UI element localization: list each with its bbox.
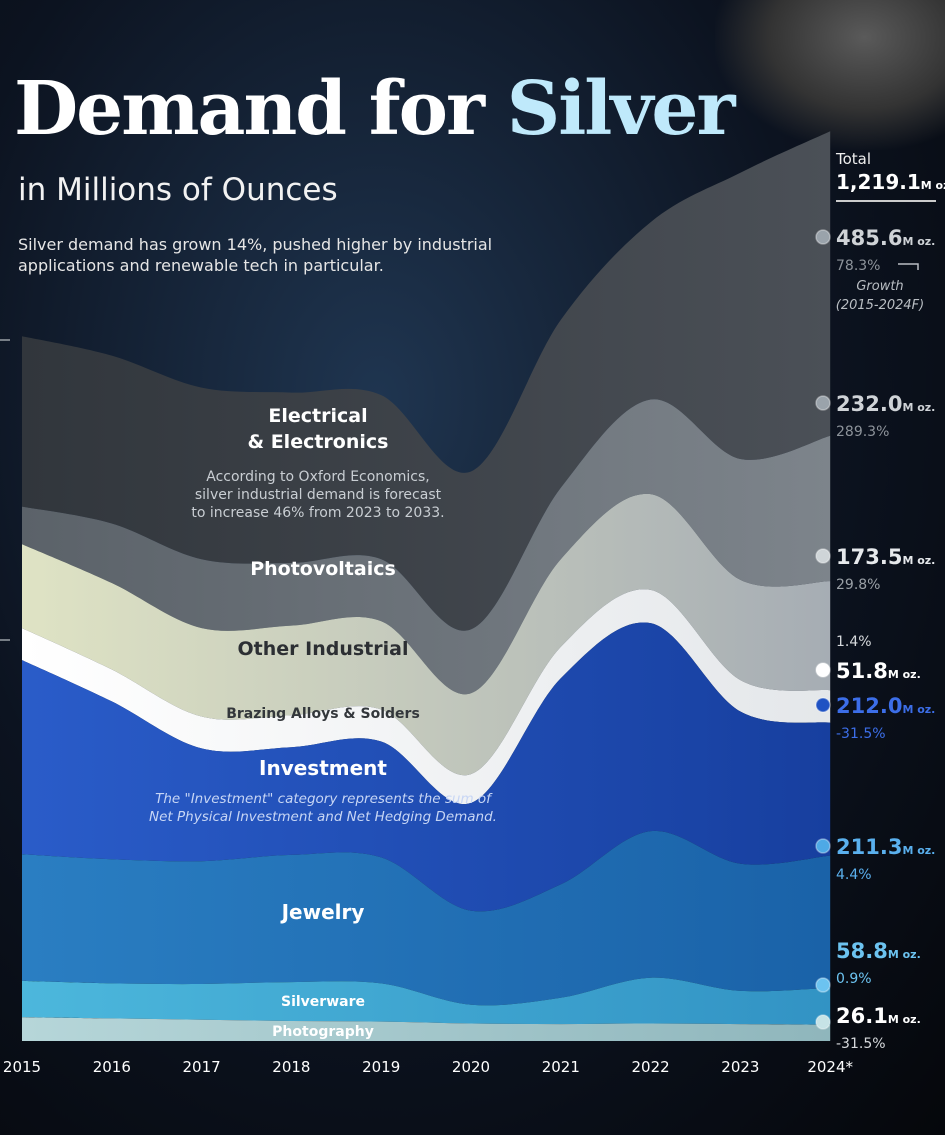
endpoint-dot-silverware xyxy=(815,977,831,993)
label-photovoltaics: Photovoltaics xyxy=(250,558,396,580)
label-brazing: Brazing Alloys & Solders xyxy=(226,706,420,722)
total-block: Total 1,219.1M oz. xyxy=(836,150,945,202)
x-tick-2017: 2017 xyxy=(183,1058,221,1076)
x-tick-2023: 2023 xyxy=(721,1058,759,1076)
unit-jewelry: M oz. xyxy=(902,844,935,857)
x-tick-2015: 2015 xyxy=(3,1058,41,1076)
area-photovoltaics xyxy=(22,399,831,695)
growth-brazing: 1.4% xyxy=(836,634,872,650)
endpoint-dot-brazing xyxy=(815,662,831,678)
growth-bracket xyxy=(898,263,919,270)
endpoint-dot-electrical xyxy=(815,229,831,245)
unit-photovoltaics: M oz. xyxy=(902,401,935,414)
endpoint-dot-jewelry xyxy=(815,838,831,854)
silver-ore-image xyxy=(715,0,945,150)
endpoint-dot-other_industrial xyxy=(815,548,831,564)
total-unit: M oz. xyxy=(920,179,945,192)
growth-electrical: 78.3% xyxy=(836,258,880,274)
x-tick-2018: 2018 xyxy=(272,1058,310,1076)
page-description: Silver demand has grown 14%, pushed high… xyxy=(18,235,493,275)
unit-photography: M oz. xyxy=(888,1013,921,1026)
area-brazing xyxy=(22,589,831,805)
x-tick-2021: 2021 xyxy=(542,1058,580,1076)
endpoint-dot-photography xyxy=(815,1014,831,1030)
growth-jewelry: 4.4% xyxy=(836,867,872,883)
endpoint-dot-investment xyxy=(815,697,831,713)
label-electrical-line1: Electrical xyxy=(268,405,367,427)
value-photography: 26.1M oz. xyxy=(836,1004,921,1028)
total-value: 1,219.1M oz. xyxy=(836,170,945,194)
annotation-electrical-3: to increase 46% from 2023 to 2033. xyxy=(191,505,444,521)
growth-other_industrial: 29.8% xyxy=(836,577,880,593)
area-silverware xyxy=(22,977,831,1025)
unit-other_industrial: M oz. xyxy=(902,554,935,567)
value-brazing: 51.8M oz. xyxy=(836,659,921,683)
label-jewelry: Jewelry xyxy=(280,900,365,924)
unit-brazing: M oz. xyxy=(888,668,921,681)
label-investment: Investment xyxy=(259,756,387,780)
annotation-electrical-1: According to Oxford Economics, xyxy=(206,469,429,485)
unit-silverware: M oz. xyxy=(888,948,921,961)
growth-silverware: 0.9% xyxy=(836,971,872,987)
title-highlight: Silver xyxy=(506,66,736,152)
annotation-electrical-2: silver industrial demand is forecast xyxy=(195,487,442,503)
area-electrical xyxy=(22,131,831,631)
label-other_industrial: Other Industrial xyxy=(238,638,409,660)
growth-photovoltaics: 289.3% xyxy=(836,424,889,440)
label-photography: Photography xyxy=(272,1024,374,1040)
title-main: Demand for xyxy=(14,66,507,152)
page-title: Demand for Silver xyxy=(14,72,735,146)
total-label: Total xyxy=(836,150,872,168)
x-tick-2016: 2016 xyxy=(93,1058,131,1076)
annotation-investment-1: The "Investment" category represents the… xyxy=(155,791,493,807)
label-electrical-line2: & Electronics xyxy=(248,431,389,453)
value-jewelry: 211.3M oz. xyxy=(836,835,935,859)
x-tick-2019: 2019 xyxy=(362,1058,400,1076)
endpoint-dot-photovoltaics xyxy=(815,395,831,411)
value-silverware: 58.8M oz. xyxy=(836,939,921,963)
value-other_industrial: 173.5M oz. xyxy=(836,545,935,569)
area-investment xyxy=(22,622,831,912)
area-other_industrial xyxy=(22,493,831,776)
label-silverware: Silverware xyxy=(281,994,365,1010)
unit-electrical: M oz. xyxy=(902,235,935,248)
area-jewelry xyxy=(22,830,831,1006)
page-subtitle: in Millions of Ounces xyxy=(18,172,338,208)
value-photovoltaics: 232.0M oz. xyxy=(836,392,935,416)
growth-label-line1: Growth xyxy=(856,279,903,294)
total-divider xyxy=(836,200,936,202)
growth-label-line2: (2015-2024F) xyxy=(836,298,924,313)
value-investment: 212.0M oz. xyxy=(836,694,935,718)
growth-photography: -31.5% xyxy=(836,1036,886,1052)
x-tick-2022: 2022 xyxy=(632,1058,670,1076)
area-photography xyxy=(22,1017,831,1041)
x-tick-2020: 2020 xyxy=(452,1058,490,1076)
chart-layers xyxy=(22,131,831,1041)
value-electrical: 485.6M oz. xyxy=(836,226,935,250)
annotation-investment-2: Net Physical Investment and Net Hedging … xyxy=(149,809,497,825)
total-number: 1,219.1 xyxy=(836,170,921,194)
unit-investment: M oz. xyxy=(902,703,935,716)
growth-investment: -31.5% xyxy=(836,726,886,742)
x-tick-2024: 2024* xyxy=(807,1058,853,1076)
